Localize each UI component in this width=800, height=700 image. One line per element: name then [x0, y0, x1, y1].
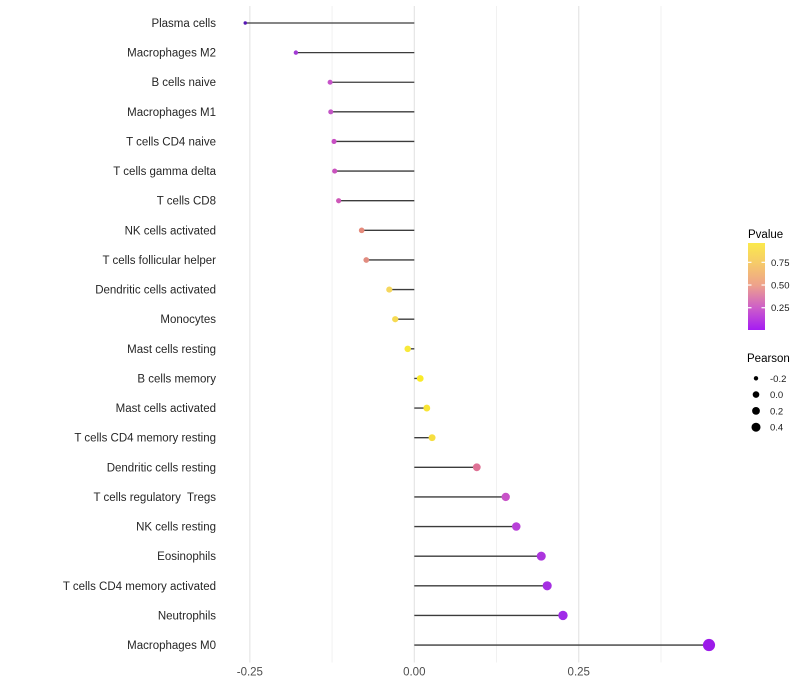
- lollipop-row: Macrophages M2: [127, 48, 415, 60]
- pearson-size-label: 0.0: [770, 390, 783, 401]
- lollipop-dot: [332, 168, 338, 174]
- category-label: Dendritic cells resting: [107, 462, 216, 474]
- lollipop-dot: [542, 581, 552, 591]
- lollipop-row: Mast cells activated: [116, 403, 431, 415]
- category-label: T cells CD4 memory resting: [74, 433, 216, 445]
- lollipop-dot: [511, 522, 521, 531]
- category-label: Macrophages M2: [127, 48, 216, 60]
- lollipop-row: T cells regulatory Tregs: [93, 492, 510, 504]
- category-label: Macrophages M0: [127, 640, 216, 652]
- lollipop-row: Plasma cells: [151, 18, 415, 30]
- pearson-size-legend: -0.2 0.0 0.2 0.4: [751, 374, 786, 434]
- lollipop-row: Dendritic cells resting: [107, 462, 481, 474]
- lollipop-dot: [327, 79, 333, 85]
- lollipop-row: T cells follicular helper: [102, 255, 415, 267]
- pearson-size-dot: [752, 407, 760, 415]
- lollipop-dot: [392, 316, 399, 323]
- category-label: Macrophages M1: [127, 107, 216, 119]
- category-label: Plasma cells: [151, 18, 216, 30]
- lollipop-rows-layer: Plasma cells Macrophages M2 B cells naive M…: [63, 18, 716, 652]
- lollipop-dot: [472, 463, 481, 472]
- category-label: T cells follicular helper: [102, 255, 216, 267]
- lollipop-row: Eosinophils: [157, 551, 546, 563]
- x-axis-layer: -0.25 0.00 0.25: [237, 667, 590, 679]
- lollipop-row: Neutrophils: [158, 610, 568, 622]
- pearson-size-dot: [752, 391, 760, 398]
- lollipop-dot: [428, 434, 436, 442]
- lollipop-dot: [363, 257, 370, 263]
- lollipop-dot: [336, 198, 342, 204]
- lollipop-row: Mast cells resting: [127, 344, 415, 356]
- lollipop-dot: [293, 50, 299, 55]
- lollipop-row: Macrophages M1: [127, 107, 415, 119]
- lollipop-dot: [331, 138, 337, 145]
- pvalue-tick-label: 0.50: [771, 281, 790, 292]
- category-label: Mast cells resting: [127, 344, 216, 356]
- category-label: Dendritic cells activated: [95, 285, 216, 297]
- category-label: Neutrophils: [158, 610, 216, 622]
- x-tick-label: 0.25: [568, 667, 590, 679]
- category-label: Eosinophils: [157, 551, 216, 563]
- lollipop-row: NK cells activated: [125, 225, 415, 237]
- pearson-size-label: -0.2: [770, 374, 786, 385]
- category-label: NK cells activated: [125, 225, 216, 237]
- lollipop-row: B cells memory: [137, 373, 424, 385]
- lollipop-row: Macrophages M0: [127, 638, 716, 652]
- lollipop-row: Monocytes: [160, 314, 415, 326]
- lollipop-dot: [558, 610, 568, 621]
- pearson-size-dot: [753, 376, 759, 381]
- lollipop-row: T cells CD8: [157, 196, 415, 208]
- pvalue-colorbar-ticks: 0.75 0.50 0.25: [748, 258, 790, 314]
- lollipop-row: T cells CD4 memory activated: [63, 581, 552, 593]
- lollipop-dot: [404, 345, 411, 353]
- pvalue-colorbar: [748, 243, 765, 330]
- lollipop-row: T cells CD4 memory resting: [74, 433, 436, 445]
- category-label: B cells naive: [151, 77, 216, 89]
- category-label: T cells CD4 memory activated: [63, 581, 216, 593]
- lollipop-dot: [243, 21, 247, 25]
- pearson-legend-title: Pearson: [747, 353, 790, 365]
- lollipop-row: Dendritic cells activated: [95, 285, 415, 297]
- category-label: T cells CD8: [157, 196, 216, 208]
- category-label: NK cells resting: [136, 522, 216, 534]
- category-label: Monocytes: [160, 314, 216, 326]
- lollipop-dot: [328, 109, 334, 115]
- legend-layer: Pvalue 0.75 0.50 0.25 Pearson -0.2 0.0 0.2 0.…: [747, 229, 790, 434]
- lollipop-row: NK cells resting: [136, 522, 521, 534]
- lollipop-dot: [416, 375, 424, 382]
- lollipop-dot: [536, 551, 546, 561]
- x-tick-label: -0.25: [237, 667, 263, 679]
- pearson-size-label: 0.2: [770, 406, 783, 417]
- lollipop-row: T cells gamma delta: [113, 166, 415, 178]
- pearson-size-dot: [751, 422, 761, 432]
- lollipop-dot: [423, 404, 431, 412]
- pvalue-legend-title: Pvalue: [748, 229, 783, 241]
- pearson-size-label: 0.4: [770, 423, 783, 434]
- x-tick-label: 0.00: [403, 667, 425, 679]
- category-label: T cells regulatory Tregs: [93, 492, 216, 504]
- lollipop-row: T cells CD4 naive: [126, 136, 415, 148]
- category-label: Mast cells activated: [116, 403, 216, 415]
- pvalue-tick-label: 0.25: [771, 303, 790, 314]
- lollipop-dot: [702, 638, 716, 652]
- lollipop-dot: [358, 227, 365, 234]
- lollipop-row: B cells naive: [151, 77, 415, 89]
- category-label: T cells gamma delta: [113, 166, 216, 178]
- category-label: B cells memory: [137, 373, 216, 385]
- pvalue-tick-label: 0.75: [771, 258, 790, 269]
- lollipop-dot: [501, 492, 510, 502]
- gridlines-layer: [249, 6, 662, 663]
- category-label: T cells CD4 naive: [126, 136, 216, 148]
- lollipop-dot: [386, 286, 393, 293]
